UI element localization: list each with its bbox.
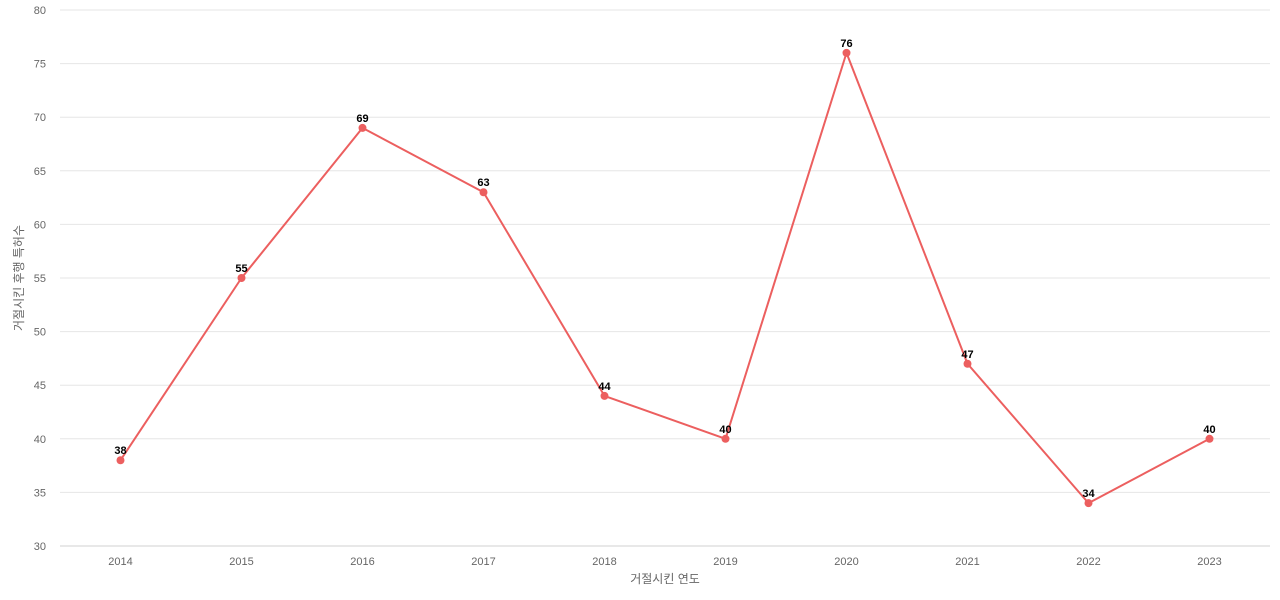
series <box>116 48 1214 508</box>
x-axis-ticks: 2014 2015 2016 2017 2018 2019 2020 2021 2022 2023 <box>108 556 1221 568</box>
x-tick-label: 2022 <box>1076 556 1100 568</box>
y-tick-label: 60 <box>34 219 46 231</box>
x-tick-label: 2016 <box>350 556 374 568</box>
x-tick-label: 2021 <box>955 556 979 568</box>
series-line <box>119 51 1210 505</box>
data-label: 40 <box>719 424 731 436</box>
x-tick-label: 2023 <box>1197 556 1221 568</box>
y-tick-label: 75 <box>34 59 46 71</box>
y-tick-label: 55 <box>34 273 46 285</box>
y-tick-label: 40 <box>34 434 46 446</box>
data-label: 63 <box>477 177 489 189</box>
x-tick-label: 2015 <box>229 556 253 568</box>
data-label: 44 <box>598 381 611 393</box>
data-point[interactable] <box>963 359 972 368</box>
data-label: 47 <box>961 349 973 361</box>
y-axis-ticks: 30 35 40 45 50 55 60 65 70 75 80 <box>34 5 46 553</box>
data-label: 69 <box>356 113 368 125</box>
data-labels: 38 55 69 63 44 40 76 47 34 40 <box>114 38 1215 500</box>
data-point[interactable] <box>479 188 488 197</box>
data-label: 55 <box>235 263 247 275</box>
data-point[interactable] <box>721 434 730 443</box>
data-point[interactable] <box>116 456 125 465</box>
y-axis-title: 거절시킨 후행 특허수 <box>11 225 26 331</box>
data-point[interactable] <box>1205 434 1214 443</box>
x-tick-label: 2019 <box>713 556 737 568</box>
y-tick-label: 80 <box>34 5 46 17</box>
x-tick-label: 2020 <box>834 556 858 568</box>
y-tick-label: 65 <box>34 166 46 178</box>
data-point[interactable] <box>1084 499 1093 508</box>
x-axis-title: 거절시킨 연도 <box>630 572 700 586</box>
data-label: 34 <box>1082 488 1095 500</box>
data-label: 38 <box>114 445 126 457</box>
grid <box>60 9 1270 493</box>
data-label: 40 <box>1203 424 1215 436</box>
data-point[interactable] <box>842 48 851 57</box>
y-tick-label: 50 <box>34 327 46 339</box>
x-tick-label: 2018 <box>592 556 616 568</box>
y-tick-label: 45 <box>34 380 46 392</box>
data-point[interactable] <box>358 123 367 132</box>
x-tick-label: 2017 <box>471 556 495 568</box>
y-tick-label: 30 <box>34 541 46 553</box>
data-point[interactable] <box>237 274 246 282</box>
data-point[interactable] <box>600 391 609 400</box>
data-label: 76 <box>840 38 852 50</box>
y-tick-label: 35 <box>34 487 46 499</box>
x-tick-label: 2014 <box>108 556 132 568</box>
y-tick-label: 70 <box>34 112 46 124</box>
